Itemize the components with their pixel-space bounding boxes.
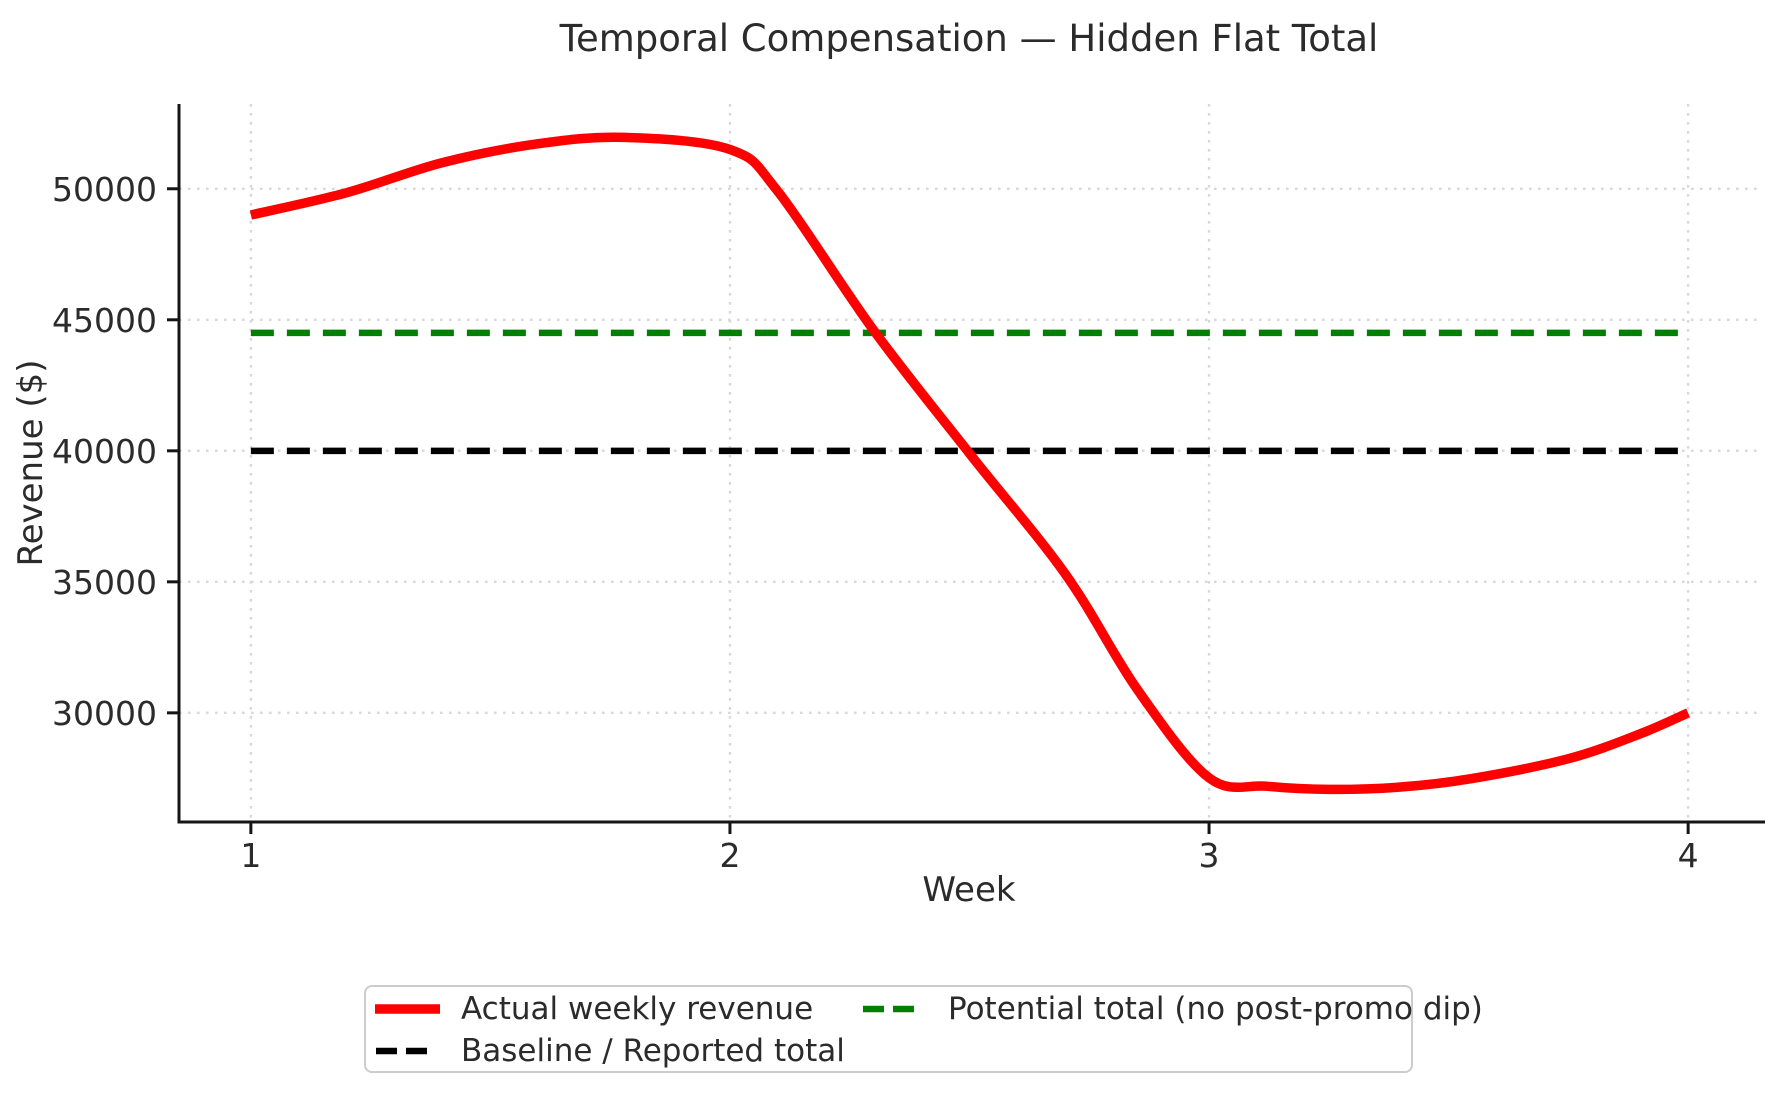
legend-item-actual-weekly-revenue: Actual weekly revenue <box>372 988 813 1030</box>
chart-title: Temporal Compensation — Hidden Flat Tota… <box>559 17 1379 60</box>
x-tick-label: 3 <box>1199 836 1220 875</box>
legend-label: Potential total (no post-promo dip) <box>948 991 1483 1027</box>
y-tick-label: 45000 <box>52 301 157 340</box>
series-layer <box>249 132 1691 795</box>
grid-layer <box>179 104 1760 822</box>
x-tick-label: 1 <box>240 836 261 875</box>
axis-layer: 30000 35000 40000 45000 50000 1 2 3 4 <box>52 170 1699 875</box>
y-tick-label: 30000 <box>52 694 157 733</box>
y-tick-label: 35000 <box>52 563 157 602</box>
legend-swatch-solid-red-line <box>375 1004 440 1014</box>
series-line-actual-weekly-revenue <box>249 132 1691 795</box>
x-axis-title: Week <box>922 870 1015 910</box>
x-tick-label: 2 <box>719 836 740 875</box>
y-tick-label: 40000 <box>52 432 157 471</box>
legend-swatch-dashed-black-line <box>376 1047 431 1055</box>
legend: Actual weekly revenue Baseline / Reporte… <box>364 985 1483 1073</box>
y-tick-label: 50000 <box>52 170 157 209</box>
x-tick-label: 4 <box>1678 836 1699 875</box>
legend-label: Actual weekly revenue <box>461 991 814 1027</box>
legend-item-potential-total: Potential total (no post-promo dip) <box>859 988 1483 1030</box>
legend-swatch-dashed-green-line <box>863 1005 918 1013</box>
y-axis-title: Revenue ($) <box>11 359 51 566</box>
legend-label: Baseline / Reported total <box>461 1033 845 1069</box>
legend-item-baseline-reported-total: Baseline / Reported total <box>372 1030 845 1072</box>
